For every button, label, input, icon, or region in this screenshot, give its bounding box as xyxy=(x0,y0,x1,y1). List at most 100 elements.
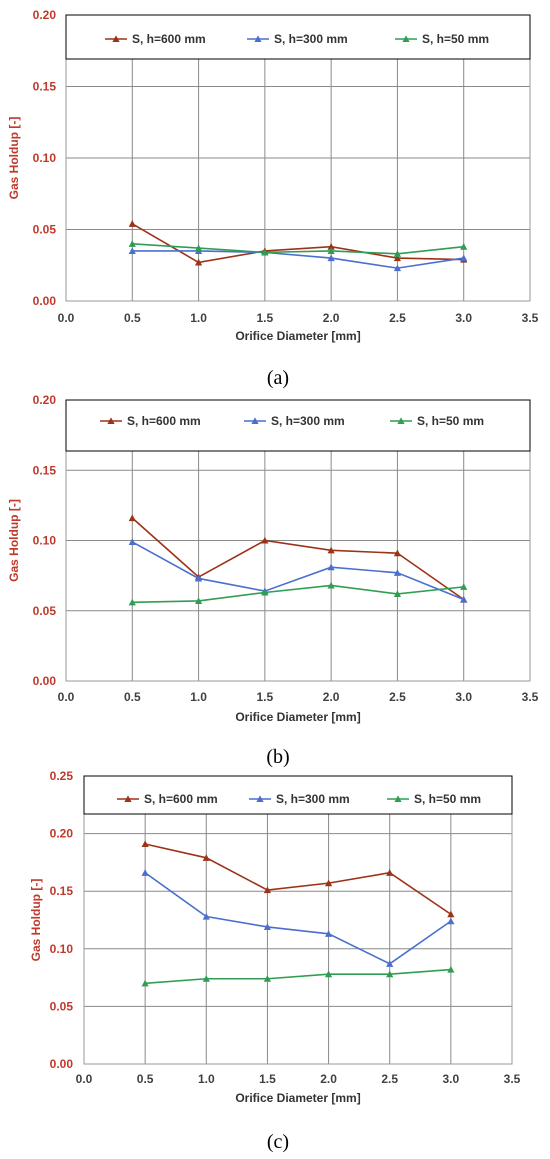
series-line-h50 xyxy=(145,968,451,985)
y-tick-label: 0.15 xyxy=(50,884,74,898)
data-point xyxy=(393,264,402,272)
y-axis-title: Gas Holdup [-] xyxy=(29,879,43,962)
y-axis-title: Gas Holdup [-] xyxy=(7,117,21,200)
y-tick-labels: 0.00 0.05 0.10 0.15 0.20 0.25 xyxy=(50,769,74,1071)
x-tick-label: 3.0 xyxy=(455,690,472,704)
data-point xyxy=(261,248,269,256)
x-tick-label: 3.5 xyxy=(522,690,539,704)
x-tick-label: 1.5 xyxy=(259,1072,276,1086)
data-point xyxy=(386,970,394,978)
legend-box xyxy=(83,775,513,815)
y-tick-label: 0.10 xyxy=(50,942,74,956)
data-point xyxy=(460,243,468,250)
legend-marker-h600 xyxy=(112,35,120,43)
data-point xyxy=(128,247,136,255)
data-point xyxy=(324,930,333,937)
chart-c: S, h=600 mm S, h=300 mm S, h=50 mm 0.0 0.5 1.… xyxy=(29,769,521,1153)
series-line-h300 xyxy=(144,872,452,965)
series-h600 xyxy=(128,220,468,266)
x-tick-label: 1.0 xyxy=(190,690,207,704)
data-point xyxy=(386,869,394,876)
data-point xyxy=(393,569,402,576)
data-point xyxy=(141,979,149,987)
x-tick-label: 3.0 xyxy=(443,1072,460,1086)
y-tick-labels: 0.00 0.05 0.10 0.15 0.20 xyxy=(33,393,57,688)
data-point xyxy=(261,588,269,596)
legend-marker-h300 xyxy=(254,35,262,43)
legend-marker-h300 xyxy=(251,417,259,425)
legend-marker-h600 xyxy=(107,417,115,425)
y-tick-label: 0.15 xyxy=(33,80,57,94)
y-tick-label: 0.05 xyxy=(50,999,74,1013)
y-tick-label: 0.20 xyxy=(33,8,57,22)
legend: S, h=600 mm S, h=300 mm S, h=50 mm xyxy=(65,14,531,60)
x-tick-label: 1.5 xyxy=(257,311,274,325)
series-line-h300 xyxy=(132,250,464,269)
x-axis-title: Orifice Diameter [mm] xyxy=(235,710,360,724)
series-line-h600 xyxy=(131,517,465,601)
series-h50 xyxy=(128,581,468,606)
series-line-h300 xyxy=(131,541,465,601)
legend-label-h300: S, h=300 mm xyxy=(274,32,348,46)
data-point xyxy=(128,240,136,247)
x-tick-label: 3.0 xyxy=(455,311,472,325)
legend-label-h50: S, h=50 mm xyxy=(422,32,489,46)
legend: S, h=600 mm S, h=300 mm S, h=50 mm xyxy=(65,399,531,452)
y-tick-label: 0.20 xyxy=(50,827,74,841)
data-point xyxy=(393,250,402,257)
x-axis-title: Orifice Diameter [mm] xyxy=(235,1091,360,1105)
series-h300 xyxy=(141,869,455,967)
figure-caption: (a) xyxy=(267,367,289,389)
x-tick-label: 2.5 xyxy=(389,311,406,325)
y-tick-label: 0.00 xyxy=(33,674,57,688)
legend-marker-h50 xyxy=(402,35,410,43)
legend-label-h300: S, h=300 mm xyxy=(276,792,350,806)
legend-box xyxy=(65,14,531,60)
gridlines xyxy=(83,775,513,1065)
data-point xyxy=(194,244,203,252)
data-point xyxy=(460,254,468,262)
x-tick-label: 1.5 xyxy=(257,690,274,704)
data-point xyxy=(460,595,468,603)
x-tick-label: 3.5 xyxy=(504,1072,521,1086)
x-axis-title: Orifice Diameter [mm] xyxy=(235,329,360,343)
series-line-h50 xyxy=(132,243,464,255)
data-point xyxy=(202,975,210,982)
data-point xyxy=(263,923,272,930)
data-point xyxy=(327,254,335,262)
legend: S, h=600 mm S, h=300 mm S, h=50 mm xyxy=(83,775,513,815)
legend-marker-h600 xyxy=(124,795,132,803)
data-point xyxy=(194,597,203,604)
x-tick-label: 0.0 xyxy=(58,311,75,325)
x-tick-label: 2.5 xyxy=(389,690,406,704)
legend-label-h50: S, h=50 mm xyxy=(417,414,484,428)
data-point xyxy=(393,254,402,262)
legend-label-h600: S, h=600 mm xyxy=(127,414,201,428)
x-tick-label: 0.0 xyxy=(58,690,75,704)
legend-marker-h50 xyxy=(394,795,402,803)
legend-label-h600: S, h=600 mm xyxy=(144,792,218,806)
data-point xyxy=(327,581,335,589)
x-tick-label: 2.0 xyxy=(323,311,340,325)
data-point xyxy=(327,247,335,255)
chart-b: S, h=600 mm S, h=300 mm S, h=50 mm 0.0 0.5 1.… xyxy=(7,393,539,768)
series-h50 xyxy=(141,965,455,987)
y-tick-label: 0.00 xyxy=(50,1057,74,1071)
data-point xyxy=(263,975,272,982)
x-tick-label: 0.5 xyxy=(124,311,141,325)
y-tick-label: 0.10 xyxy=(33,534,57,548)
data-point xyxy=(447,910,455,918)
series-h600 xyxy=(141,840,455,918)
plot-area xyxy=(83,775,513,1065)
data-point xyxy=(194,258,203,266)
data-point xyxy=(202,854,210,861)
y-tick-label: 0.05 xyxy=(33,604,57,618)
series-h300 xyxy=(128,538,468,603)
figure-caption: (c) xyxy=(267,1131,289,1153)
x-tick-labels: 0.0 0.5 1.0 1.5 2.0 2.5 3.0 3.5 xyxy=(58,690,539,704)
y-tick-labels: 0.00 0.05 0.10 0.15 0.20 xyxy=(33,8,57,308)
data-point xyxy=(327,243,335,250)
data-point xyxy=(141,840,149,848)
data-point xyxy=(327,546,335,554)
data-point xyxy=(202,912,210,920)
